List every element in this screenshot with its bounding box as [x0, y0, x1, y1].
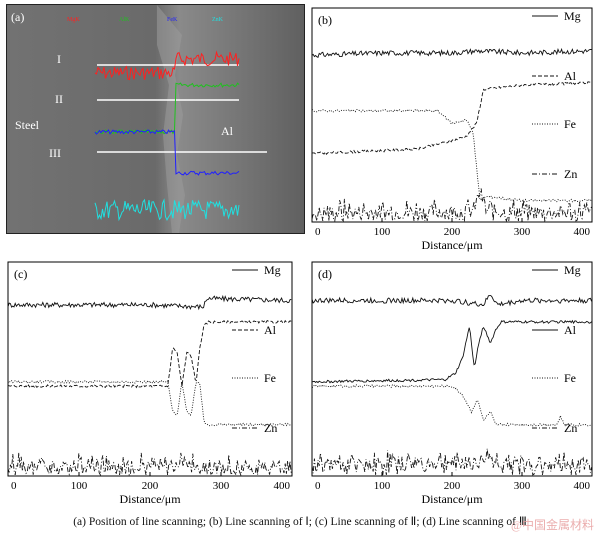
x-tick-label: 400	[574, 480, 591, 492]
x-axis-label: Distance/μm	[119, 492, 181, 506]
panel-label: (d)	[318, 267, 332, 281]
series-line-al	[7, 319, 292, 389]
chart-c-svg: (c) 0 100 200 300 400 Distance/μm Mg Al Fe Zn	[7, 261, 293, 506]
x-tick-label: 300	[213, 480, 230, 492]
interface-region	[157, 5, 185, 233]
sem-al-label: Al	[221, 124, 234, 138]
legend-label-zn: Zn	[564, 167, 577, 181]
x-tick-label: 200	[142, 480, 159, 492]
legend-label-mg: Mg	[264, 263, 281, 277]
series-line-zn	[311, 448, 593, 476]
series-line-mg	[311, 295, 593, 307]
legend-label-fe: Fe	[564, 371, 576, 385]
sem-trace-3	[94, 198, 240, 222]
series-line-mg	[7, 294, 292, 311]
panel-label: (b)	[318, 13, 332, 27]
x-tick-label: 100	[71, 480, 88, 492]
x-tick-label: 300	[514, 226, 531, 238]
series-line-al	[311, 319, 592, 384]
sem-line-label-2: II	[55, 92, 63, 106]
plot-frame	[311, 261, 593, 477]
panel-label: (c)	[14, 267, 27, 281]
sem-legend-zn: ZnK	[212, 17, 224, 23]
plot-frame	[7, 261, 293, 477]
series-line-zn	[7, 452, 292, 477]
sem-image: (a) MgK AlK FeK ZnK I II III Steel Al	[7, 5, 304, 233]
x-tick-label: 0	[315, 480, 321, 492]
plot-frame	[311, 7, 593, 223]
watermark-text: @中国金属材料	[510, 518, 594, 532]
series-line-al	[312, 81, 592, 155]
x-tick-label: 300	[514, 480, 531, 492]
x-tick-label: 200	[444, 480, 461, 492]
legend-label-al: Al	[564, 69, 577, 83]
sem-trace-2	[94, 129, 240, 176]
line-scan-chart-c: (c) 0 100 200 300 400 Distance/μm Mg Al Fe Zn	[4, 258, 298, 508]
legend-label-mg: Mg	[564, 9, 581, 23]
sem-legend-mg: MgK	[67, 17, 80, 23]
series-line-fe	[7, 379, 292, 427]
legend-label-zn: Zn	[564, 421, 577, 435]
line-scan-chart-b: (b) 0 100 200 300 400 Distance/μm Mg Al Fe Zn	[308, 4, 598, 254]
sem-trace-0	[94, 50, 240, 81]
x-tick-label: 200	[444, 226, 461, 238]
chart-d-svg: (d) 0 100 200 300 400 Distance/μm Mg Al Fe Zn	[311, 261, 593, 506]
x-tick-label: 0	[11, 480, 17, 492]
x-tick-label: 0	[315, 226, 321, 238]
legend-label-al: Al	[564, 323, 577, 337]
sem-legend-al: AlK	[119, 17, 130, 23]
series-line-fe	[311, 384, 592, 427]
sem-background	[7, 5, 304, 233]
sem-line-label-1: I	[57, 52, 61, 66]
x-axis-label: Distance/μm	[421, 238, 483, 252]
series-line-mg	[311, 47, 592, 58]
sem-panel-label: (a)	[11, 10, 24, 24]
sem-eds-traces	[94, 50, 240, 222]
legend-label-al: Al	[264, 323, 277, 337]
series-line-zn	[311, 188, 592, 223]
legend-label-fe: Fe	[564, 117, 576, 131]
x-tick-label: 400	[574, 226, 591, 238]
chart-b-svg: (b) 0 100 200 300 400 Distance/μm Mg Al Fe Zn	[311, 7, 593, 252]
sem-steel-label: Steel	[15, 118, 40, 132]
x-tick-label: 100	[374, 480, 391, 492]
legend-label-zn: Zn	[264, 421, 277, 435]
x-tick-label: 400	[274, 480, 291, 492]
x-axis-label: Distance/μm	[421, 492, 483, 506]
series-line-fe	[311, 108, 592, 203]
line-scan-chart-d: (d) 0 100 200 300 400 Distance/μm Mg Al Fe Zn	[308, 258, 598, 508]
sem-line-label-3: III	[49, 146, 61, 160]
figure-caption: (a) Position of line scanning; (b) Line …	[73, 516, 527, 528]
legend-label-mg: Mg	[564, 263, 581, 277]
sem-micrograph-panel: (a) MgK AlK FeK ZnK I II III Steel Al	[6, 4, 305, 234]
x-tick-label: 100	[374, 226, 391, 238]
legend-label-fe: Fe	[264, 371, 276, 385]
sem-legend-fe: FeK	[167, 17, 178, 23]
